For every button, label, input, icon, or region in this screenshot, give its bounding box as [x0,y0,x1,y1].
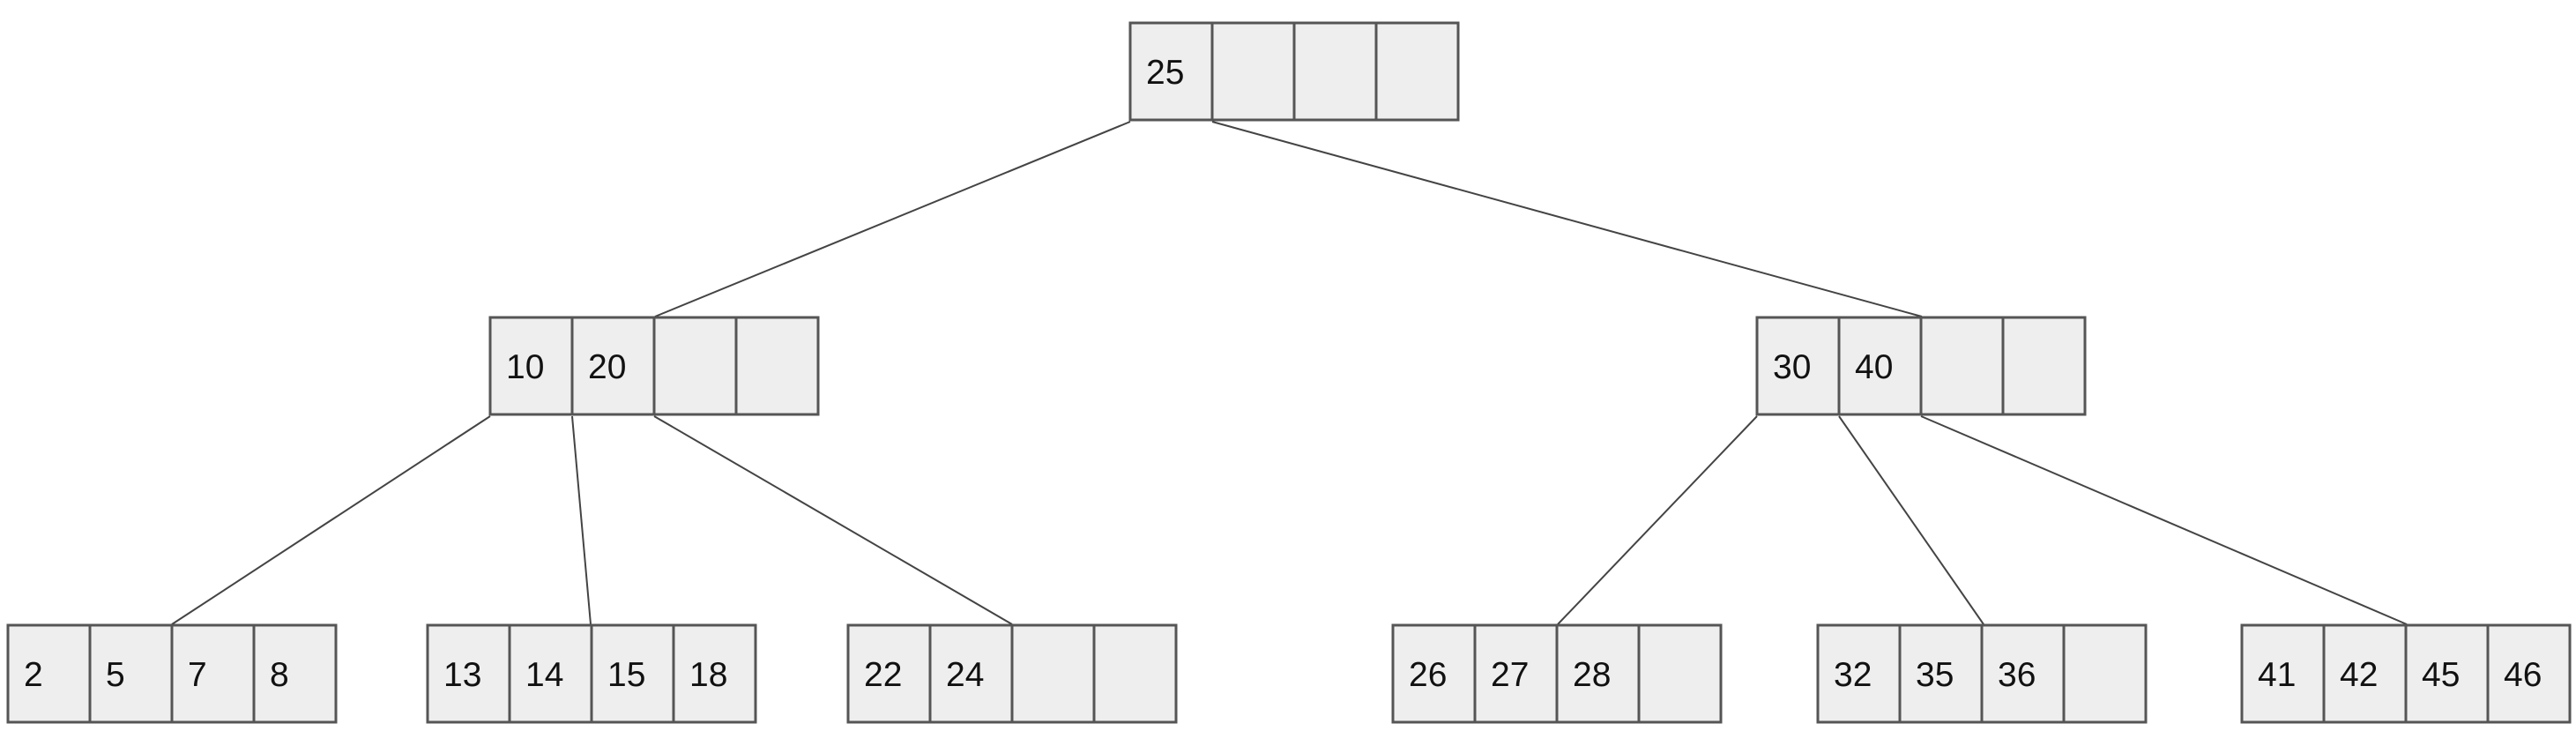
key-cell [590,623,675,724]
key-cell [508,623,593,724]
key-cell [928,623,1014,724]
key-label: 24 [946,656,984,694]
key-label: 40 [1855,348,1893,386]
key-cell [1637,623,1723,724]
edges-layer [171,121,2408,625]
edge-internal-left-to-leaf-3 [653,415,1013,625]
key-label: 20 [588,348,626,386]
key-cell [2404,623,2490,724]
key-cell [652,316,738,416]
key-label: 28 [1573,656,1611,694]
key-label: 13 [443,656,481,694]
key-label: 41 [2258,656,2296,694]
key-label: 46 [2504,656,2542,694]
key-cell [1210,21,1296,122]
key-label: 30 [1773,348,1811,386]
key-cell [1555,623,1641,724]
tree-node-leaf-3: 22 24 [846,623,1178,724]
tree-node-internal-left: 10 20 [488,316,820,416]
key-label: 27 [1491,656,1529,694]
tree-node-leaf-2: 13 14 15 18 [426,623,757,724]
key-cell [1128,21,1214,122]
key-label: 25 [1146,54,1184,92]
tree-node-root: 25 [1128,21,1460,122]
key-label: 26 [1409,656,1447,694]
key-cell [252,623,338,724]
edge-internal-right-to-leaf-4 [1557,415,1758,625]
edge-internal-right-to-leaf-5 [1838,415,1984,625]
key-cell [672,623,757,724]
key-label: 15 [607,656,645,694]
key-cell [488,316,574,416]
key-label: 42 [2340,656,2378,694]
key-label: 7 [188,656,207,694]
key-cell [2322,623,2408,724]
key-label: 5 [106,656,125,694]
edge-root-to-internal-right [1211,121,1923,317]
key-cell [1092,623,1178,724]
key-label: 14 [525,656,563,694]
key-label: 45 [2422,656,2460,694]
tree-node-internal-right: 30 40 [1755,316,2087,416]
key-label: 18 [689,656,727,694]
key-cell [2001,316,2087,416]
tree-node-leaf-4: 26 27 28 [1391,623,1723,724]
key-label: 35 [1916,656,1954,694]
key-cell [1980,623,2066,724]
key-label: 10 [506,348,544,386]
key-label: 8 [270,656,289,694]
edge-internal-right-to-leaf-6 [1920,415,2408,625]
edge-root-to-internal-left [654,121,1131,317]
key-cell [426,623,511,724]
edge-internal-left-to-leaf-2 [571,415,592,625]
key-cell [1898,623,1984,724]
key-cell [1010,623,1096,724]
key-cell [2062,623,2148,724]
key-cell [170,623,256,724]
key-label: 32 [1834,656,1872,694]
key-cell [1391,623,1477,724]
edge-internal-left-to-leaf-1 [171,415,491,625]
key-cell [2240,623,2326,724]
key-label: 22 [864,656,902,694]
key-label: 36 [1998,656,2036,694]
key-cell [1374,21,1460,122]
key-cell [1473,623,1559,724]
tree-node-leaf-1: 2 5 7 8 [6,623,338,724]
tree-node-leaf-6: 41 42 45 46 [2240,623,2572,724]
key-cell [2486,623,2572,724]
tree-node-leaf-5: 32 35 36 [1816,623,2148,724]
key-cell [6,623,92,724]
key-cell [734,316,820,416]
key-cell [1919,316,2005,416]
key-cell [1816,623,1902,724]
key-label: 2 [24,656,43,694]
key-cell [88,623,174,724]
key-cell [1292,21,1378,122]
